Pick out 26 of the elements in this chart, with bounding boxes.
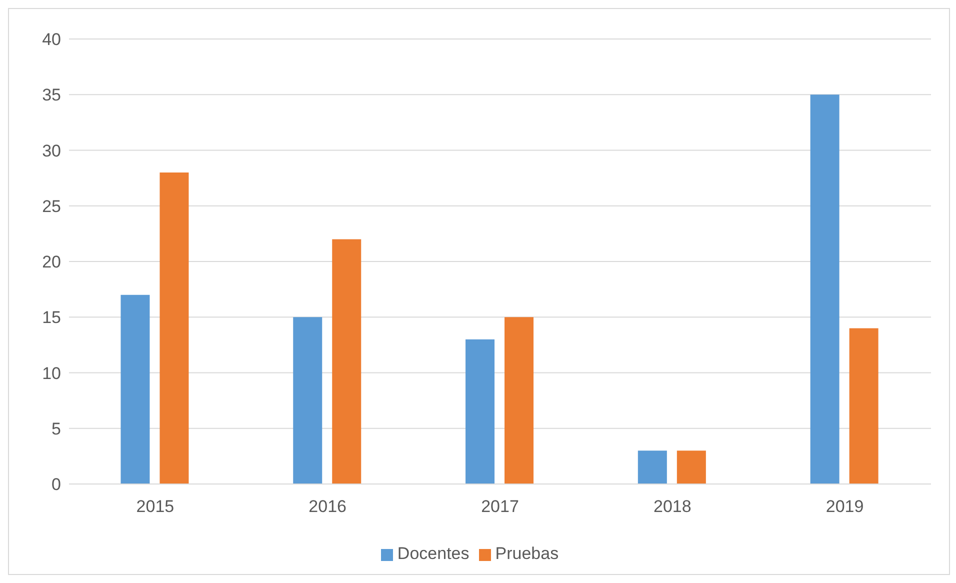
bar bbox=[504, 317, 534, 484]
legend-label: Pruebas bbox=[495, 544, 559, 563]
y-tick-label: 20 bbox=[42, 252, 61, 272]
bar bbox=[810, 94, 840, 484]
x-tick-label: 2015 bbox=[136, 497, 174, 516]
x-tick-label: 2019 bbox=[826, 497, 864, 516]
bar bbox=[466, 339, 495, 484]
bar bbox=[849, 328, 878, 484]
x-tick-label: 2018 bbox=[653, 497, 692, 516]
bar bbox=[638, 450, 667, 484]
x-tick-label: 2016 bbox=[308, 497, 347, 516]
y-tick-label: 40 bbox=[42, 30, 61, 50]
y-tick-label: 30 bbox=[42, 141, 61, 160]
bar bbox=[293, 317, 322, 484]
y-tick-label: 15 bbox=[42, 308, 61, 328]
bar bbox=[676, 450, 706, 484]
bar bbox=[120, 294, 150, 484]
x-tick-label: 2017 bbox=[481, 497, 519, 516]
bar bbox=[332, 239, 362, 484]
bar bbox=[160, 172, 189, 484]
legend-label: Docentes bbox=[397, 544, 470, 563]
y-tick-label: 0 bbox=[52, 475, 61, 494]
y-tick-label: 10 bbox=[42, 364, 61, 383]
y-tick-label: 5 bbox=[52, 419, 61, 438]
y-tick-label: 35 bbox=[42, 86, 61, 105]
y-tick-label: 25 bbox=[42, 196, 61, 216]
